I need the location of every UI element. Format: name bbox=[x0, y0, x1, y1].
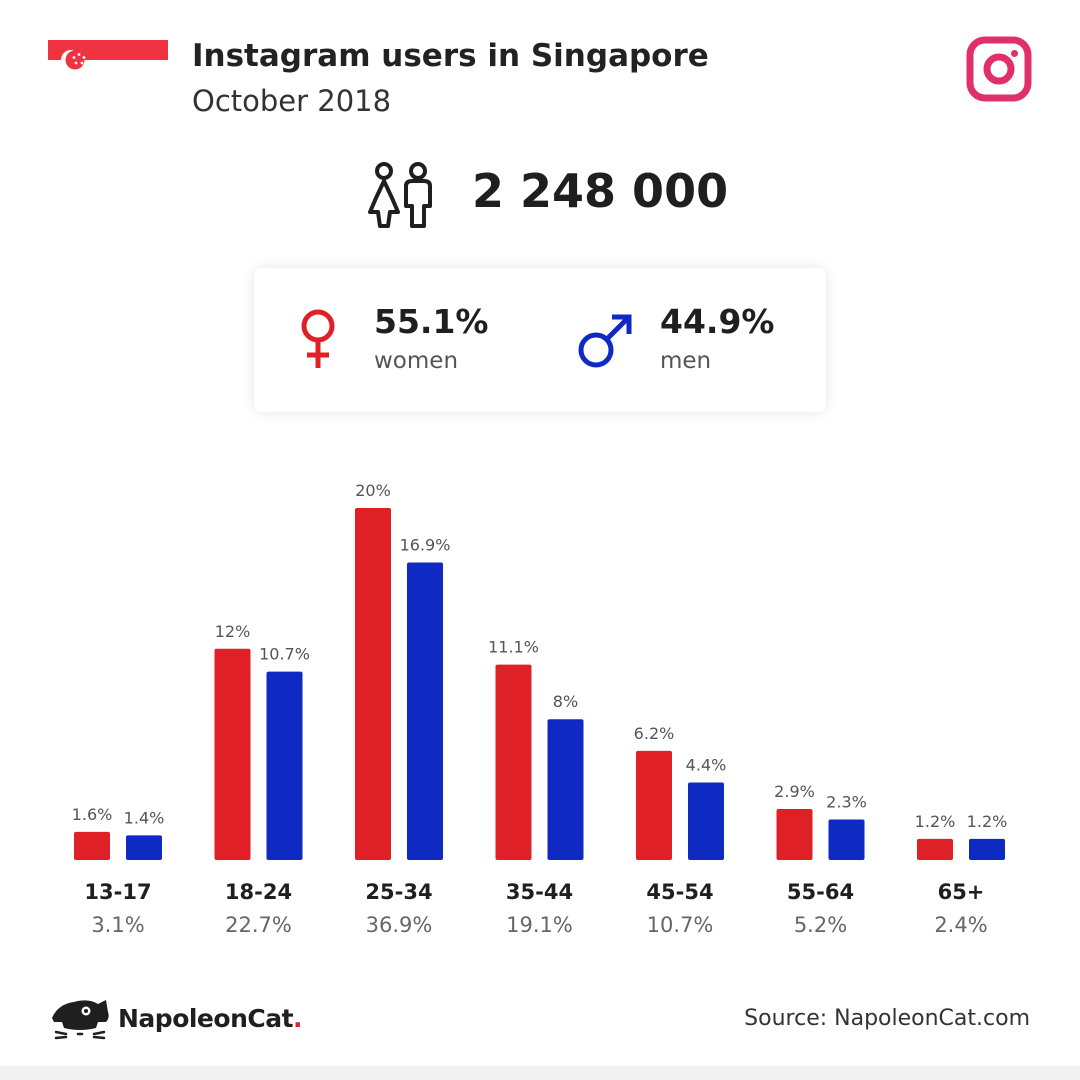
people-icon bbox=[368, 162, 432, 228]
bar-label-men-45-54: 4.4% bbox=[686, 756, 727, 775]
bar-label-women-35-44: 11.1% bbox=[488, 638, 539, 657]
age-group-label: 35-44 bbox=[506, 880, 573, 904]
age-group-label: 45-54 bbox=[646, 880, 713, 904]
source-text: Source: NapoleonCat.com bbox=[744, 1006, 1030, 1031]
singapore-flag-icon bbox=[48, 40, 168, 80]
bar-men-45-54 bbox=[688, 782, 724, 860]
male-symbol-icon bbox=[578, 314, 632, 368]
bar-women-18-24 bbox=[214, 648, 251, 860]
age-group-total: 5.2% bbox=[794, 913, 847, 937]
age-group-label: 65+ bbox=[938, 880, 985, 904]
bar-women-35-44 bbox=[495, 664, 532, 860]
bar-label-women-45-54: 6.2% bbox=[634, 724, 675, 743]
footer-strip bbox=[0, 1066, 1080, 1080]
page-title: Instagram users in Singapore bbox=[192, 38, 709, 74]
instagram-icon bbox=[966, 36, 1032, 102]
bar-women-65+ bbox=[917, 838, 953, 860]
bar-label-men-55-64: 2.3% bbox=[826, 793, 867, 812]
bar-label-women-18-24: 12% bbox=[215, 622, 251, 641]
women-percentage: 55.1% bbox=[374, 302, 489, 341]
gender-card: 55.1% women 44.9% men bbox=[254, 268, 826, 412]
women-label: women bbox=[374, 348, 459, 374]
bar-label-men-25-34: 16.9% bbox=[400, 536, 451, 555]
bar-women-25-34 bbox=[355, 508, 391, 860]
bar-men-35-44 bbox=[547, 719, 584, 860]
age-gender-bar-chart: 1.6% 1.4% 13-17 3.1% 12% 10.7% 18-24 22.7% 20% 16… bbox=[72, 481, 1008, 937]
age-group-label: 55-64 bbox=[787, 880, 854, 904]
napoleoncat-logo-icon bbox=[52, 1000, 109, 1040]
bar-women-55-64 bbox=[776, 808, 813, 860]
age-group-total: 19.1% bbox=[506, 913, 573, 937]
total-users-value: 2 248 000 bbox=[472, 164, 729, 218]
bar-women-45-54 bbox=[636, 750, 672, 860]
bar-men-13-17 bbox=[126, 835, 162, 860]
men-percentage: 44.9% bbox=[660, 302, 775, 341]
bar-men-65+ bbox=[969, 838, 1005, 860]
bar-label-men-35-44: 8% bbox=[553, 692, 578, 711]
age-group-label: 13-17 bbox=[84, 880, 151, 904]
age-group-total: 10.7% bbox=[647, 913, 714, 937]
men-label: men bbox=[660, 348, 712, 374]
bar-men-25-34 bbox=[407, 562, 443, 860]
bar-label-women-13-17: 1.6% bbox=[72, 805, 113, 824]
bar-label-men-13-17: 1.4% bbox=[124, 808, 165, 827]
bar-label-women-25-34: 20% bbox=[355, 481, 391, 500]
age-group-total: 2.4% bbox=[934, 913, 987, 937]
page-subtitle: October 2018 bbox=[192, 84, 392, 118]
female-symbol-icon bbox=[301, 309, 335, 368]
bar-men-18-24 bbox=[266, 671, 303, 860]
age-group-total: 36.9% bbox=[366, 913, 433, 937]
bar-men-55-64 bbox=[828, 819, 865, 860]
age-group-label: 18-24 bbox=[225, 880, 292, 904]
bar-label-men-18-24: 10.7% bbox=[259, 645, 310, 664]
age-group-total: 3.1% bbox=[91, 913, 144, 937]
brand-name: NapoleonCat. bbox=[118, 1004, 303, 1033]
bar-label-men-65+: 1.2% bbox=[967, 812, 1008, 831]
bar-label-women-55-64: 2.9% bbox=[774, 782, 815, 801]
age-group-label: 25-34 bbox=[365, 880, 432, 904]
bar-label-women-65+: 1.2% bbox=[915, 812, 956, 831]
bar-women-13-17 bbox=[74, 831, 110, 860]
age-group-total: 22.7% bbox=[225, 913, 292, 937]
